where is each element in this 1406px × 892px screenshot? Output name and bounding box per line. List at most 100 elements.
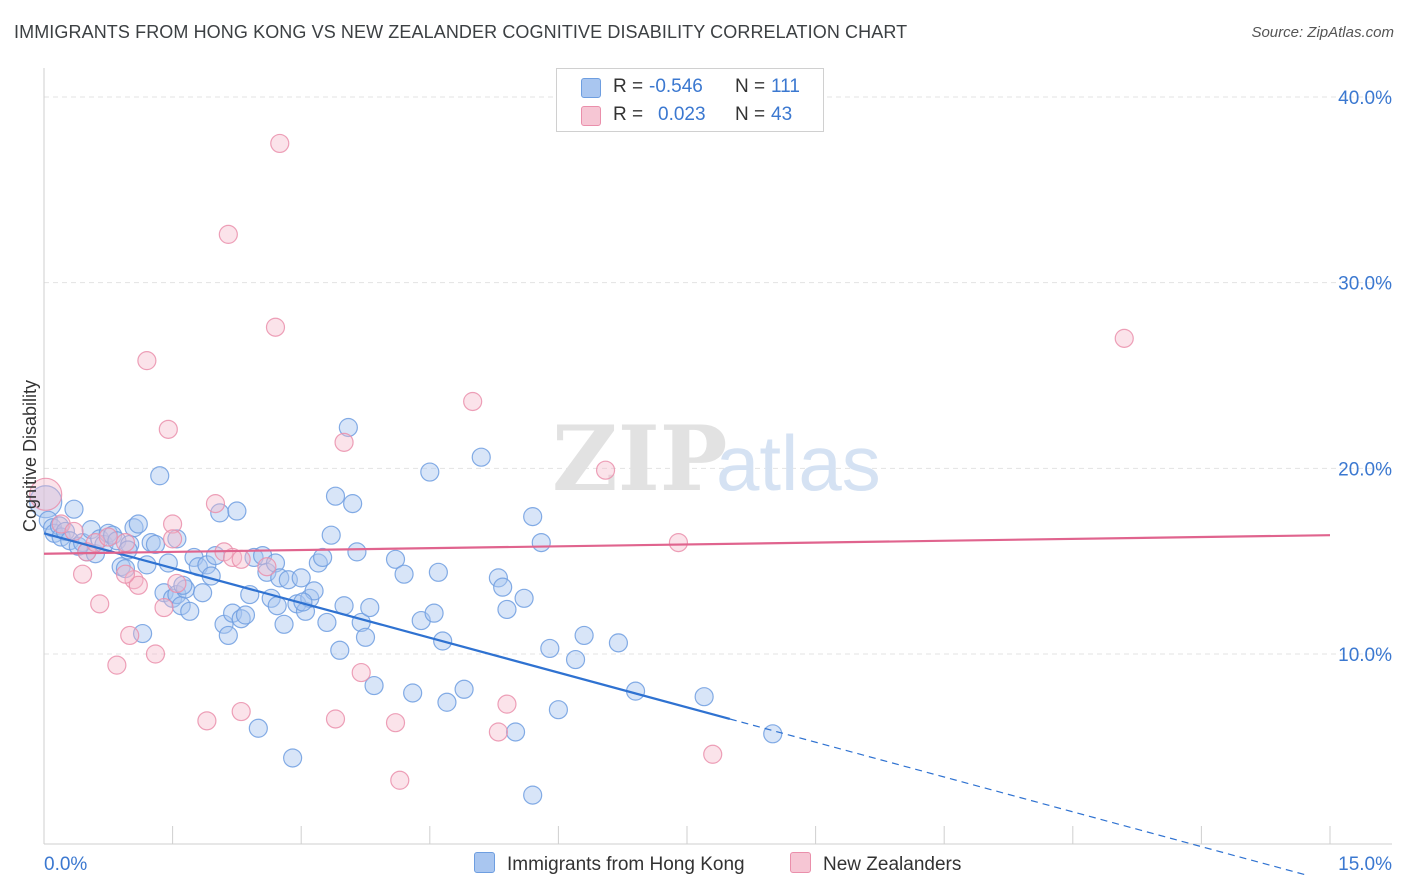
stats-row-new-zealanders: R = 0.023 N = 43 [557, 101, 823, 129]
legend-label-hong-kong: Immigrants from Hong Kong [507, 854, 745, 875]
hong-kong-point-101 [608, 633, 629, 653]
r-label: R = [613, 76, 644, 97]
stats-legend: R = -0.546 N = 111 R = 0.023 N = 43 [556, 68, 824, 132]
hong-kong-point-80 [394, 564, 414, 584]
hong-kong-point-83 [420, 462, 440, 482]
hong-kong-point-90 [488, 568, 508, 588]
watermark-zip: ZIP [552, 406, 727, 512]
new-zealander-point-33 [463, 391, 483, 412]
n-label: N = [735, 104, 766, 125]
hong-kong-point-78 [364, 675, 384, 696]
new-zealander-point-16 [158, 419, 178, 439]
new-zealander-point-25 [257, 557, 277, 577]
hong-kong-point-84 [424, 603, 444, 623]
hong-kong-point-81 [403, 683, 423, 703]
new-zealander-point-8 [107, 655, 127, 675]
new-zealander-point-10 [120, 625, 140, 646]
chart-title: IMMIGRANTS FROM HONG KONG VS NEW ZEALAND… [14, 22, 908, 42]
new-zealander-point-27 [270, 133, 290, 154]
hong-kong-point-108 [267, 596, 287, 616]
new-zealander-trend-line [43, 534, 1331, 555]
n-value: 43 [771, 104, 793, 125]
new-zealander-point-7 [98, 527, 118, 547]
new-zealander-point-26 [265, 317, 286, 337]
hong-kong-trend-line [43, 532, 731, 721]
new-zealander-point-30 [351, 662, 371, 683]
hong-kong-point-35 [180, 601, 200, 621]
new-zealander-point-14 [145, 644, 166, 664]
chart-source: Source: ZipAtlas.com [1251, 24, 1394, 41]
hong-kong-point-100 [574, 625, 594, 646]
new-zealander-point-0 [29, 477, 63, 511]
r-label: R = [613, 104, 644, 125]
new-zealander-point-12 [128, 575, 148, 595]
x-tick-label-max: 15.0% [1338, 854, 1392, 875]
hong-kong-point-91 [493, 577, 513, 597]
n-value: 111 [771, 76, 800, 97]
hong-kong-point-46 [227, 501, 247, 521]
new-zealander-point-41 [163, 529, 183, 549]
new-zealander-point-22 [218, 224, 238, 244]
hong-kong-point-23 [128, 514, 148, 534]
new-zealander-point-39 [1114, 328, 1134, 348]
stats-row-hong-kong: R = -0.546 N = 111 [557, 73, 823, 101]
hong-kong-point-0 [29, 485, 63, 519]
new-zealander-point-31 [385, 713, 406, 733]
hong-kong-point-92 [497, 599, 517, 620]
hong-kong-point-61 [291, 568, 311, 588]
hong-kong-point-74 [347, 542, 367, 562]
hong-kong-point-76 [355, 627, 376, 647]
hong-kong-point-89 [471, 447, 491, 467]
y-axis-label: Cognitive Disability [20, 380, 40, 532]
hong-kong-point-96 [531, 532, 551, 553]
hong-kong-point-105 [523, 785, 543, 805]
hong-kong-point-73 [343, 494, 363, 514]
new-zealander-point-36 [595, 460, 616, 480]
hong-kong-point-106 [167, 529, 187, 549]
hong-kong-point-44 [218, 625, 238, 646]
watermark-atlas: atlas [716, 419, 881, 507]
legend-item-new-zealanders[interactable]: New Zealanders [790, 852, 961, 876]
new-zealander-point-29 [334, 432, 354, 452]
new-zealander-point-9 [115, 532, 136, 553]
hong-kong-point-68 [321, 525, 341, 545]
new-zealander-point-32 [390, 770, 410, 790]
hong-kong-point-66 [313, 547, 333, 568]
new-zealander-point-40 [115, 564, 136, 584]
hong-kong-point-79 [385, 549, 406, 569]
new-zealander-point-42 [231, 549, 251, 569]
hong-kong-point-27 [145, 534, 166, 555]
hong-kong-point-99 [565, 649, 586, 670]
hong-kong-point-67 [317, 612, 337, 633]
n-label: N = [735, 76, 766, 97]
new-zealander-point-38 [703, 744, 723, 764]
new-zealander-point-35 [497, 694, 517, 714]
hong-kong-point-98 [548, 700, 569, 720]
y-tick-label-0: 10.0% [1338, 645, 1392, 666]
hong-kong-point-85 [428, 562, 448, 582]
legend-label-new-zealanders: New Zealanders [823, 854, 962, 875]
hong-kong-swatch [581, 78, 601, 98]
new-zealander-point-24 [231, 701, 251, 722]
new-zealander-point-2 [64, 521, 84, 542]
new-zealander-point-17 [163, 514, 183, 534]
hong-kong-point-88 [454, 679, 474, 699]
hong-kong-point-70 [330, 640, 350, 660]
legend-item-hong-kong[interactable]: Immigrants from Hong Kong [474, 852, 745, 876]
new-zealanders-swatch [581, 106, 601, 126]
hong-kong-point-51 [248, 718, 268, 738]
watermark: ZIP atlas [552, 406, 881, 512]
y-tick-label-2: 30.0% [1338, 274, 1392, 295]
hong-kong-point-97 [540, 638, 560, 659]
hong-kong-point-8 [64, 499, 84, 519]
legend-swatch-new-zealanders [790, 852, 811, 873]
hong-kong-point-48 [235, 605, 256, 625]
hong-kong-point-77 [360, 597, 380, 618]
hong-kong-point-72 [338, 417, 358, 438]
hong-kong-point-69 [325, 486, 346, 506]
y-tick-label-1: 20.0% [1338, 459, 1392, 480]
r-value: 0.023 [658, 104, 706, 125]
hong-kong-point-59 [283, 748, 303, 768]
hong-kong-point-28 [150, 466, 170, 486]
